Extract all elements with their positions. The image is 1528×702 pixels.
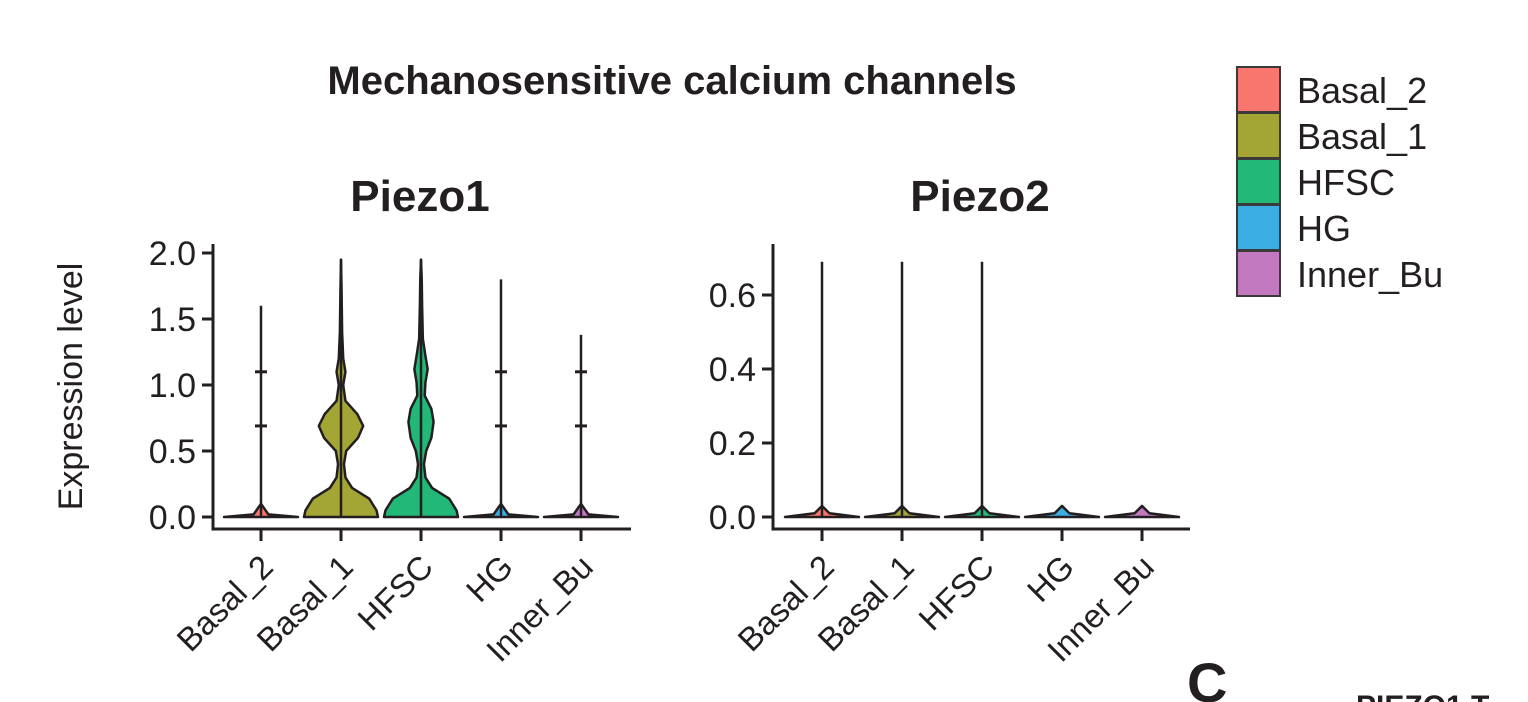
x-tick-label: HG (459, 548, 520, 609)
y-tick-label: 0.4 (709, 351, 756, 389)
legend-swatch-basal_1 (1236, 112, 1281, 159)
y-tick-label: 1.0 (149, 367, 196, 405)
legend-swatch-inner_bu (1236, 250, 1281, 297)
panel-title: Piezo2 (910, 172, 1049, 221)
panel-title: Piezo1 (350, 172, 489, 221)
x-tick-label: HFSC (350, 548, 440, 638)
x-tick-label: HG (1020, 548, 1081, 609)
y-tick-label: 0.5 (149, 433, 196, 471)
legend-label: Basal_1 (1297, 116, 1427, 157)
violin-body-hg (1023, 504, 1101, 519)
legend-label: HG (1297, 208, 1351, 249)
y-tick-label: 0.0 (709, 499, 756, 537)
violin-body-inner_bu (1103, 504, 1181, 519)
x-tick-label: HFSC (911, 548, 1001, 638)
legend-swatch-hg (1236, 204, 1281, 251)
legend-label: Basal_2 (1297, 70, 1427, 111)
legend-swatch-hfsc (1236, 158, 1281, 205)
y-tick-label: 0.0 (149, 499, 196, 537)
y-tick-label: 0.2 (709, 425, 756, 463)
legend: Basal_2 Basal_1 HFSC HG Inner_Bu (1236, 66, 1443, 297)
y-tick-label: 0.6 (709, 277, 756, 315)
panel-letter: C (1187, 651, 1227, 702)
y-axis-label: Expression level (52, 263, 90, 511)
y-tick-label: 2.0 (149, 235, 196, 273)
legend-label: HFSC (1297, 162, 1395, 203)
y-tick-label: 1.5 (149, 301, 196, 339)
legend-label: Inner_Bu (1297, 254, 1443, 295)
cut-off-panel-title: PIEZO1 T (1356, 690, 1489, 702)
legend-swatch-basal_2 (1236, 66, 1281, 113)
figure-title: Mechanosensitive calcium channels (327, 59, 1016, 103)
